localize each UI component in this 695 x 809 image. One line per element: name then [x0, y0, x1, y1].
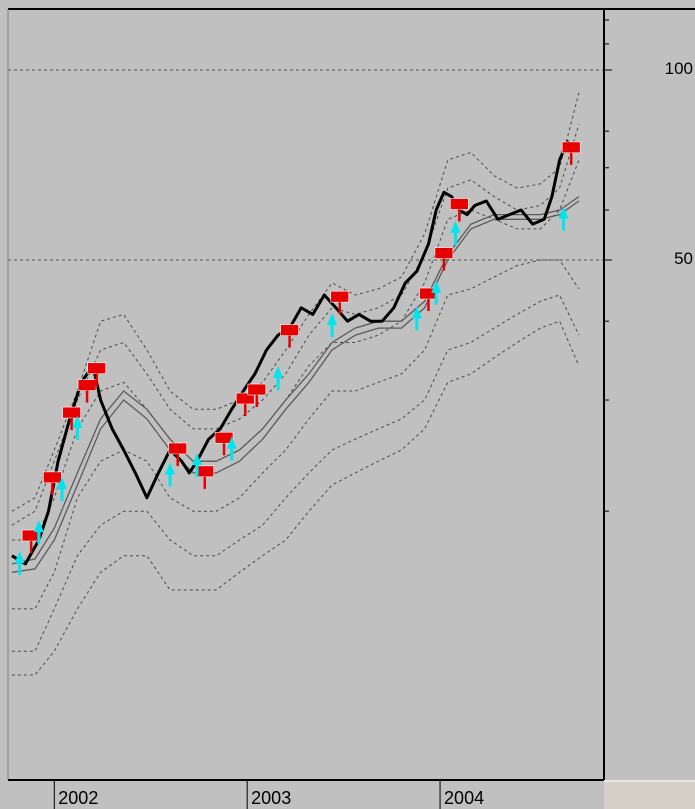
price-line [11, 140, 577, 566]
buy-signal-arrow [558, 206, 569, 219]
buy-signal [165, 462, 176, 487]
sell-signal [214, 431, 234, 456]
sell-signal-flag [330, 290, 350, 303]
moving-average-line [11, 200, 580, 573]
envelope-bands [11, 92, 580, 676]
buy-signal [411, 306, 422, 331]
buy-signal [327, 313, 338, 338]
sell-signal [247, 383, 267, 408]
moving-average-line [11, 196, 580, 565]
x-tick-label: 2004 [444, 788, 485, 808]
buy-signal [450, 220, 461, 245]
sell-signal [280, 324, 299, 348]
buy-signal-arrow [14, 550, 25, 563]
x-axis-ticks [53, 780, 441, 809]
buy-signal [226, 436, 237, 461]
sell-signal-flag [87, 362, 107, 375]
band-line [11, 124, 580, 526]
signal-markers [14, 141, 581, 575]
band-line [11, 92, 580, 512]
band-line [11, 320, 580, 676]
sell-signal-flag [247, 383, 267, 396]
sell-signal [235, 392, 255, 417]
sell-signal [434, 247, 454, 271]
buy-signal-arrow [431, 280, 442, 293]
buy-signal-arrow [192, 453, 203, 466]
buy-signal [431, 280, 442, 305]
sell-signal [168, 442, 188, 466]
price-series [11, 140, 577, 566]
sell-signal-flag [43, 471, 62, 484]
buy-signal-arrow [411, 306, 422, 319]
buy-signal-arrow [33, 520, 44, 533]
buy-signal [273, 365, 284, 390]
band-line [11, 294, 580, 652]
buy-signal-arrow [327, 313, 338, 326]
x-tick-label: 2002 [58, 788, 99, 808]
buy-signal-arrow [450, 220, 461, 233]
buy-signal-arrow [72, 415, 83, 428]
buy-signal-arrow [273, 365, 284, 378]
sell-signal [62, 406, 81, 431]
band-line [11, 259, 580, 610]
sell-signal-flag [450, 198, 469, 210]
x-tick-label: 2003 [251, 788, 292, 808]
buy-signal [558, 206, 569, 231]
sell-signal [43, 471, 62, 495]
buy-signal [33, 520, 44, 545]
sell-signal [330, 290, 350, 315]
sell-signal-flag [434, 247, 454, 259]
sell-signal-flag [168, 442, 188, 455]
sell-signal [87, 362, 107, 386]
buy-signal-arrow [226, 436, 237, 449]
sell-signal-flag [77, 379, 97, 391]
moving-averages [11, 196, 580, 573]
buy-signal [72, 415, 83, 440]
buy-signal-arrow [57, 477, 68, 490]
sell-signal-flag [561, 141, 581, 154]
sell-signal [561, 141, 581, 165]
sell-signal-flag [280, 324, 299, 336]
y-tick-label: 100 [664, 59, 693, 78]
y-axis-ticks [604, 19, 612, 512]
buy-signal-arrow [165, 462, 176, 475]
sell-signal-flag [62, 406, 81, 419]
corner-panel [604, 780, 695, 809]
buy-signal [57, 477, 68, 502]
y-tick-label: 50 [674, 249, 693, 268]
band-line [11, 159, 580, 541]
buy-signal [14, 550, 25, 575]
sell-signal [450, 198, 469, 222]
buy-signal [192, 453, 203, 478]
